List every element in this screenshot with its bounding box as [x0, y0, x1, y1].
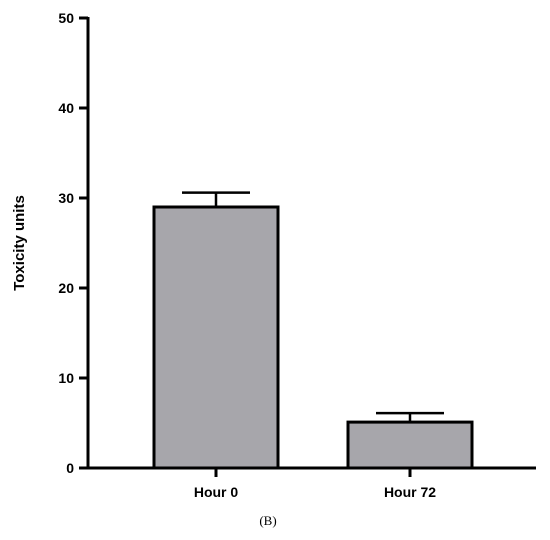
y-axis: 0 10 20 30 40 50 [58, 10, 90, 476]
y-tick-label: 0 [66, 460, 74, 476]
y-tick-label: 30 [58, 190, 74, 206]
y-axis-label: Toxicity units [11, 195, 28, 291]
y-tick-label: 40 [58, 100, 74, 116]
panel-label: (B) [259, 513, 276, 528]
bar [346, 420, 474, 470]
bars-layer [152, 191, 474, 470]
bar [152, 205, 280, 470]
x-tick-label: Hour 0 [194, 484, 239, 500]
y-tick-label: 20 [58, 280, 74, 296]
x-axis: Hour 0 Hour 72 [86, 466, 536, 500]
y-tick-label: 10 [58, 370, 74, 386]
y-tick-label: 50 [58, 10, 74, 26]
x-tick-label: Hour 72 [384, 484, 436, 500]
